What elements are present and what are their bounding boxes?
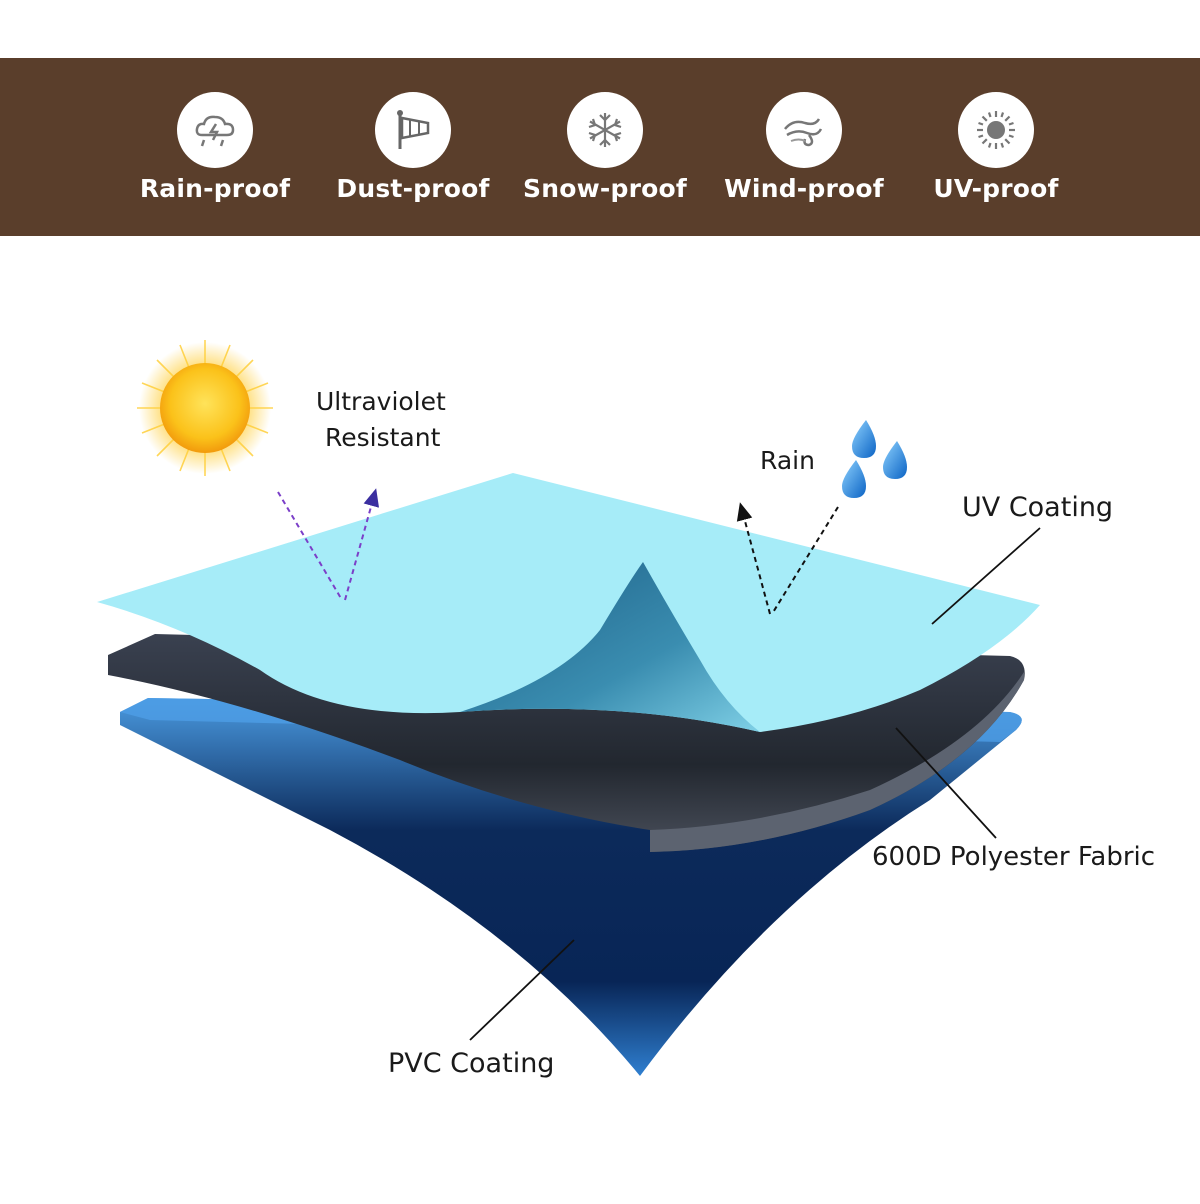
sun-icon bbox=[958, 92, 1034, 168]
feature-label: Dust-proof bbox=[336, 174, 490, 203]
feature-wind-proof: Wind-proof bbox=[704, 58, 904, 236]
layers-illustration bbox=[97, 340, 1041, 1076]
uv-coating-curl bbox=[460, 562, 760, 732]
rain-cloud-icon bbox=[177, 92, 253, 168]
feature-uv-proof: UV-proof bbox=[896, 58, 1096, 236]
pvc-coating-label: PVC Coating bbox=[388, 1048, 555, 1079]
uv-coating-label: UV Coating bbox=[962, 492, 1114, 523]
polyester-fabric-label: 600D Polyester Fabric bbox=[872, 842, 1156, 872]
feature-rain-proof: Rain-proof bbox=[115, 58, 315, 236]
wind-swirl-icon bbox=[766, 92, 842, 168]
raindrop-icon bbox=[842, 420, 907, 498]
rain-label: Rain bbox=[760, 446, 815, 475]
feature-label: UV-proof bbox=[933, 174, 1059, 203]
feature-label: Wind-proof bbox=[724, 174, 884, 203]
uv-resistant-label-line2: Resistant bbox=[325, 423, 441, 452]
uv-coating-layer bbox=[97, 473, 1040, 732]
feature-label: Rain-proof bbox=[139, 174, 291, 203]
feature-snow-proof: Snow-proof bbox=[505, 58, 705, 236]
snowflake-icon bbox=[567, 92, 643, 168]
feature-banner: Rain-proof Dust-proof bbox=[0, 58, 1200, 236]
feature-dust-proof: Dust-proof bbox=[313, 58, 513, 236]
layer-diagram: Ultraviolet Resistant Rain UV Coating 60… bbox=[0, 236, 1200, 1200]
uv-resistant-label-line1: Ultraviolet bbox=[316, 387, 446, 416]
sun-icon bbox=[137, 340, 273, 476]
feature-label: Snow-proof bbox=[523, 174, 687, 203]
windsock-icon bbox=[375, 92, 451, 168]
